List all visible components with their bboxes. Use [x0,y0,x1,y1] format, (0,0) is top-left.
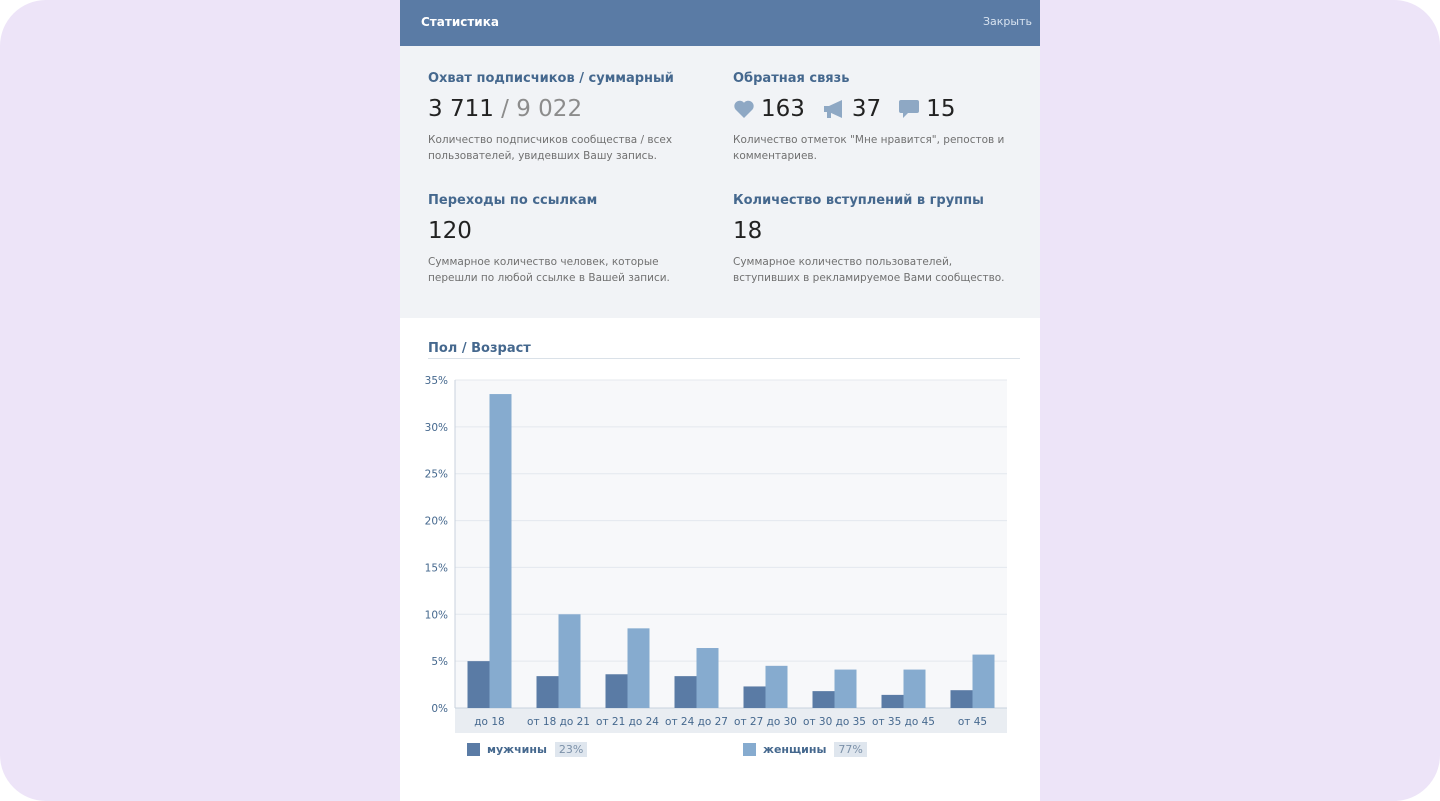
bar-men [950,690,973,708]
bar-women [903,669,926,708]
y-tick-label: 35% [425,375,448,387]
likes-count: 163 [761,96,805,122]
x-tick-label: от 35 до 45 [872,716,935,728]
gender-age-title: Пол / Возраст [428,341,531,356]
y-tick-label: 30% [425,422,448,434]
reach-value: 3 711 / 9 022 [428,95,708,123]
x-tick-label: от 21 до 24 [596,716,659,728]
statistics-panel: Статистика Закрыть Охват подписчиков / с… [400,0,1040,801]
feedback-stat: Обратная связь 163 37 15 Количество отм [733,71,1013,164]
bar-men [605,674,628,708]
y-tick-label: 5% [431,656,448,668]
y-tick-label: 25% [425,469,448,481]
x-tick-label: от 27 до 30 [734,716,797,728]
plot-area [455,380,1007,708]
reach-stat: Охват подписчиков / суммарный 3 711 / 9 … [428,71,708,164]
clicks-title: Переходы по ссылкам [428,193,598,208]
bar-women [627,628,650,708]
close-button[interactable]: Закрыть [983,15,1032,28]
joins-stat: Количество вступлений в группы 18 Суммар… [733,193,1013,286]
x-axis-band [455,708,1007,733]
legend-men-percent: 23% [554,742,588,757]
bar-women [765,665,788,708]
feedback-title: Обратная связь [733,71,850,86]
joins-description: Суммарное количество пользователей, всту… [733,256,1005,284]
window-title: Статистика [421,15,499,29]
y-tick-label: 15% [425,562,448,574]
y-tick-label: 10% [425,609,448,621]
gender-age-chart: 0% 5% 10% 15% 20% 25% 30% 35% до 18 от 18 до 21 от… [425,375,1007,733]
clicks-stat: Переходы по ссылкам 120 Суммарное количе… [428,193,708,286]
reach-subscribers: 3 711 [428,96,494,122]
feedback-values: 163 37 15 [733,95,1013,123]
bar-men [536,676,559,708]
legend-men-label: мужчины [487,743,547,756]
y-tick-label: 0% [431,703,448,715]
bar-women [972,654,995,708]
bar-men [881,694,904,708]
y-tick-label: 20% [425,516,448,528]
x-tick-label: от 30 до 35 [803,716,866,728]
bar-men [743,686,766,708]
joins-value: 18 [733,218,763,244]
legend-men-swatch [467,743,480,756]
stats-block: Охват подписчиков / суммарный 3 711 / 9 … [400,46,1040,318]
legend-women-swatch [743,743,756,756]
bar-women [558,614,581,708]
x-tick-label: от 45 [958,716,987,728]
window-header: Статистика Закрыть [400,0,1040,46]
clicks-description: Суммарное количество человек, которые пе… [428,256,670,284]
bar-women [834,669,857,708]
clicks-value: 120 [428,218,472,244]
joins-title: Количество вступлений в группы [733,193,984,208]
legend-women-percent: 77% [834,742,867,757]
feedback-description: Количество отметок "Мне нравится", репос… [733,134,1005,162]
bar-men [812,691,835,708]
speech-bubble-icon [898,99,920,119]
bar-men [467,661,490,708]
bar-men [674,676,697,708]
bar-women [696,648,719,708]
heart-icon [733,99,755,119]
reach-description: Количество подписчиков сообщества / всех… [428,134,673,162]
megaphone-icon [822,99,846,119]
legend-women-label: женщины [763,743,827,756]
reposts-count: 37 [851,96,882,122]
x-tick-label: от 18 до 21 [527,716,590,728]
x-tick-label: от 24 до 27 [665,716,728,728]
reach-total: 9 022 [516,96,583,122]
bar-women [489,394,512,708]
comments-count: 15 [926,96,956,122]
section-divider [428,358,1020,359]
x-tick-label: до 18 [474,716,504,728]
reach-separator: / [501,96,509,122]
legend-men[interactable]: мужчины 23% [467,742,588,757]
legend-women[interactable]: женщины 77% [743,742,867,757]
reach-title: Охват подписчиков / суммарный [428,71,674,86]
